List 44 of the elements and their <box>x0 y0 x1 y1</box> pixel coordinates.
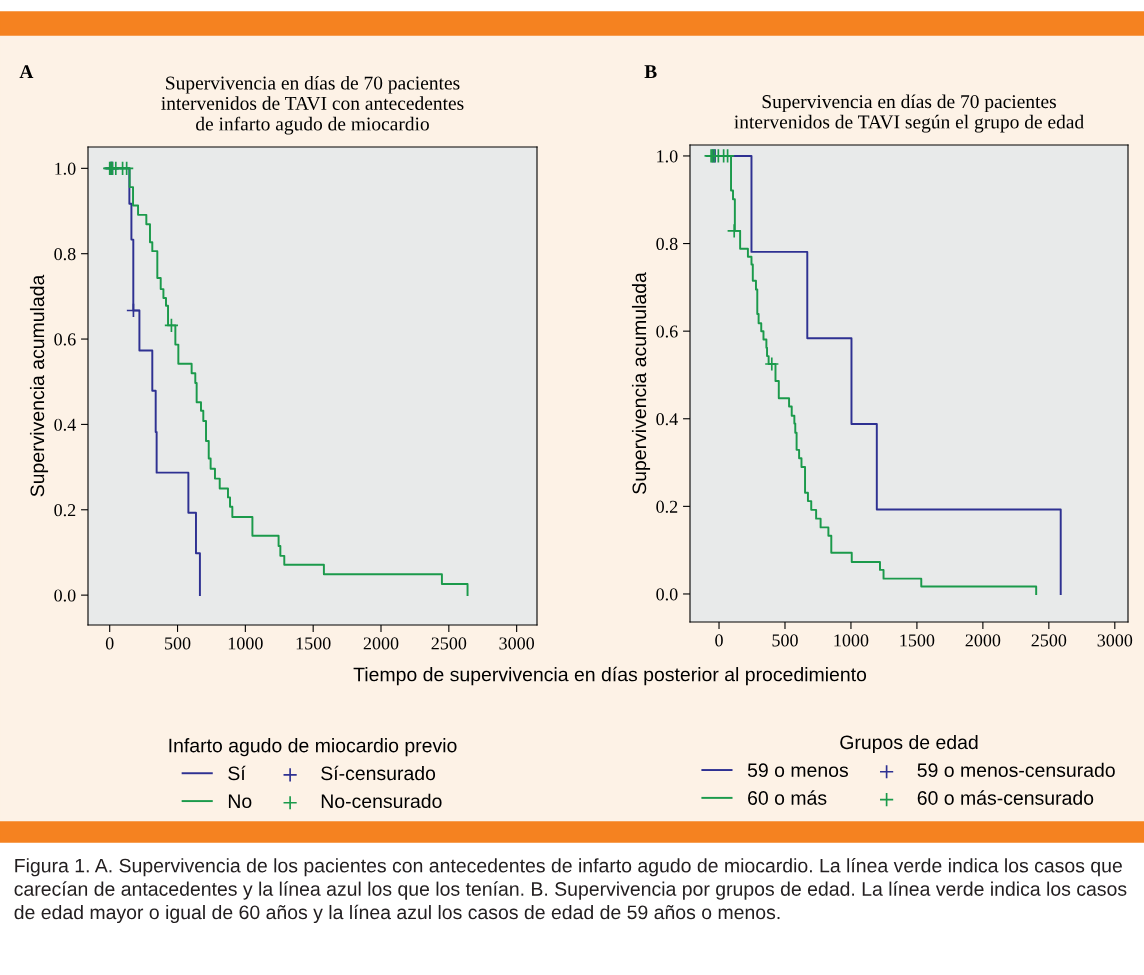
x-tick-label: 2500 <box>1031 634 1067 647</box>
text: Figura 1. A. Supervivencia de los pacientes con antecedentes de infarto agudo de miocardio. La línea verde indica los casos que carecían de antacedentes y la línea azul los que los tenían. B. Supervivencia por grupos de edad. La línea verde indica los casos de edad mayor o igual de 60 años y la línea azul los casos de edad de 59 años o menos. <box>14 858 1127 924</box>
y-tick-label: 0.0 <box>656 588 678 601</box>
legend-label: 59 o menos <box>747 763 848 778</box>
legend-label: No-censurado <box>321 793 442 809</box>
chart-title: Supervivencia en días de 70 pacientes intervenidos de TAVI con antecedentes de infarto agudo de miocardio <box>161 75 464 135</box>
x-tick-label: 500 <box>165 637 191 650</box>
x-tick-label: 2500 <box>431 637 467 650</box>
x-tick-label: 0 <box>715 634 723 647</box>
legend-label: 59 o menos-censurado <box>917 762 1115 778</box>
x-tick-label: 1000 <box>834 634 869 647</box>
x-tick-label: 2000 <box>965 634 1001 647</box>
legend-label: No <box>228 794 252 809</box>
legend-title: Grupos de edad <box>840 734 978 754</box>
x-tick-label: 2000 <box>363 637 399 650</box>
y-axis-title: Supervivencia acumulada <box>631 272 651 494</box>
x-tick-label: 1500 <box>900 634 935 647</box>
x-axis-title: Tiempo de supervivencia en días posterior al procedimiento <box>353 666 867 686</box>
legend-label: Sí <box>228 765 246 781</box>
y-tick-label: 0.4 <box>656 413 678 426</box>
y-tick-label: 0.8 <box>656 237 678 251</box>
y-axis-title: Supervivencia acumulada <box>29 274 49 497</box>
y-tick-label: 0.2 <box>656 500 678 513</box>
y-tick-label: 0.4 <box>54 418 76 431</box>
x-tick-label: 1000 <box>228 637 263 650</box>
legend-title: Infarto agudo de miocardio previo <box>169 738 457 757</box>
legend-label: Sí-censurado <box>321 765 436 781</box>
y-tick-label: 0.2 <box>54 504 76 517</box>
y-tick-label: 0.0 <box>54 589 76 602</box>
y-tick-label: 1.0 <box>55 162 76 175</box>
chart-title: Supervivencia en días de 70 pacientes intervenidos de TAVI según el grupo de edad <box>734 94 1084 133</box>
x-tick-label: 1500 <box>296 637 331 650</box>
legend-label: 60 o más-censurado <box>917 790 1094 805</box>
x-tick-label: 3000 <box>1097 634 1133 647</box>
y-tick-label: 0.8 <box>54 247 76 261</box>
x-tick-label: 500 <box>772 634 798 647</box>
legend-label: 60 o más <box>748 790 827 805</box>
y-tick-label: 1.0 <box>657 150 678 163</box>
x-tick-label: 3000 <box>499 637 535 650</box>
y-tick-label: 0.6 <box>54 333 76 346</box>
text: A <box>19 65 34 78</box>
x-tick-label: 0 <box>105 637 114 650</box>
text: B <box>644 65 657 79</box>
y-tick-label: 0.6 <box>656 325 678 338</box>
